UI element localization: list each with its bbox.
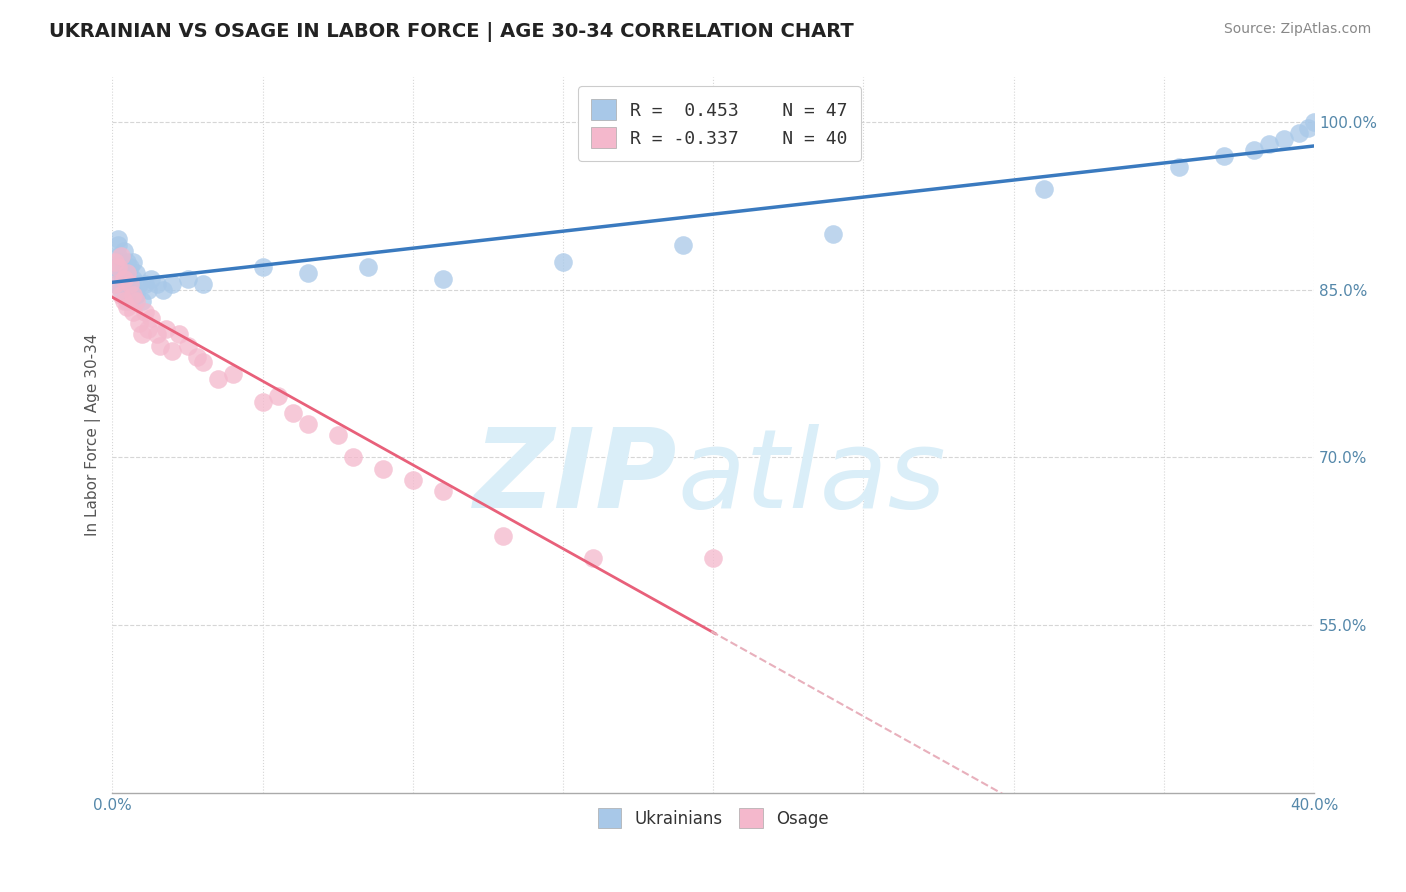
Point	[281, 406, 304, 420]
Point	[492, 528, 515, 542]
Point	[342, 450, 364, 465]
Point	[176, 271, 198, 285]
Point	[112, 277, 135, 292]
Point	[120, 277, 142, 292]
Point	[155, 322, 177, 336]
Point	[120, 277, 142, 292]
Point	[125, 293, 148, 308]
Point	[1303, 115, 1326, 129]
Point	[104, 277, 127, 292]
Point	[141, 310, 163, 325]
Point	[138, 322, 160, 336]
Point	[120, 260, 142, 275]
Point	[186, 350, 208, 364]
Point	[297, 417, 319, 431]
Point	[1272, 132, 1295, 146]
Point	[122, 255, 145, 269]
Point	[107, 232, 129, 246]
Point	[1032, 182, 1054, 196]
Point	[110, 249, 132, 263]
Point	[104, 260, 127, 275]
Point	[191, 355, 214, 369]
Point	[162, 344, 184, 359]
Point	[326, 428, 349, 442]
Y-axis label: In Labor Force | Age 30-34: In Labor Force | Age 30-34	[86, 334, 101, 536]
Point	[371, 461, 394, 475]
Point	[110, 283, 132, 297]
Point	[432, 271, 454, 285]
Point	[122, 271, 145, 285]
Point	[1213, 149, 1236, 163]
Point	[1167, 160, 1189, 174]
Point	[107, 260, 129, 275]
Point	[1296, 120, 1319, 135]
Point	[112, 271, 135, 285]
Point	[117, 266, 139, 280]
Point	[104, 255, 127, 269]
Text: UKRAINIAN VS OSAGE IN LABOR FORCE | AGE 30-34 CORRELATION CHART: UKRAINIAN VS OSAGE IN LABOR FORCE | AGE …	[49, 22, 853, 42]
Point	[122, 288, 145, 302]
Point	[702, 551, 724, 566]
Point	[104, 277, 127, 292]
Point	[128, 316, 150, 330]
Point	[207, 372, 229, 386]
Point	[252, 260, 274, 275]
Point	[357, 260, 380, 275]
Point	[128, 277, 150, 292]
Point	[112, 244, 135, 258]
Point	[125, 266, 148, 280]
Point	[266, 389, 288, 403]
Point	[551, 255, 574, 269]
Point	[146, 327, 169, 342]
Point	[117, 300, 139, 314]
Point	[402, 473, 425, 487]
Point	[221, 367, 243, 381]
Point	[167, 327, 190, 342]
Point	[823, 227, 845, 241]
Point	[134, 305, 156, 319]
Point	[1288, 126, 1310, 140]
Point	[1258, 137, 1281, 152]
Point	[107, 238, 129, 252]
Point	[138, 283, 160, 297]
Text: atlas: atlas	[678, 425, 946, 532]
Text: Source: ZipAtlas.com: Source: ZipAtlas.com	[1223, 22, 1371, 37]
Text: ZIP: ZIP	[474, 425, 678, 532]
Point	[122, 305, 145, 319]
Point	[152, 283, 174, 297]
Point	[131, 327, 153, 342]
Point	[112, 293, 135, 308]
Point	[141, 271, 163, 285]
Point	[582, 551, 605, 566]
Point	[162, 277, 184, 292]
Point	[117, 255, 139, 269]
Point	[122, 283, 145, 297]
Point	[191, 277, 214, 292]
Point	[117, 293, 139, 308]
Point	[125, 288, 148, 302]
Legend: Ukrainians, Osage: Ukrainians, Osage	[591, 802, 835, 834]
Point	[432, 483, 454, 498]
Point	[110, 288, 132, 302]
Point	[107, 249, 129, 263]
Point	[149, 338, 172, 352]
Point	[297, 266, 319, 280]
Point	[112, 260, 135, 275]
Point	[134, 277, 156, 292]
Point	[117, 271, 139, 285]
Point	[176, 338, 198, 352]
Point	[131, 293, 153, 308]
Point	[672, 238, 695, 252]
Point	[146, 277, 169, 292]
Point	[252, 394, 274, 409]
Point	[110, 266, 132, 280]
Point	[110, 255, 132, 269]
Point	[1243, 143, 1265, 157]
